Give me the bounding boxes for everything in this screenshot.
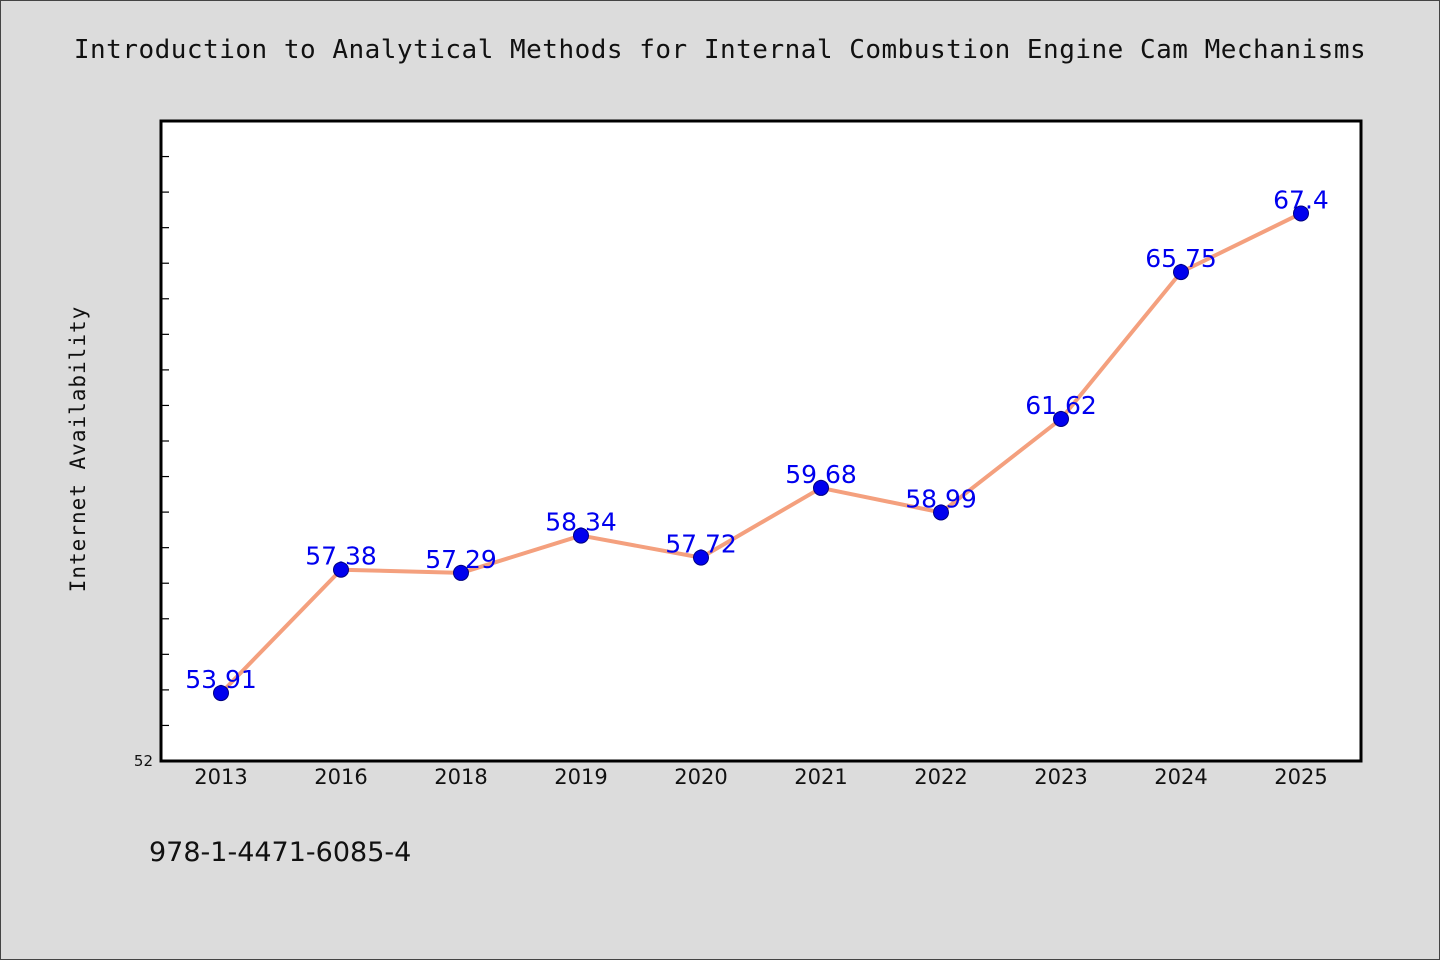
x-tick-label: 2024 — [1154, 765, 1207, 789]
data-point — [813, 479, 829, 496]
chart-title: Introduction to Analytical Methods for I… — [73, 35, 1367, 65]
data-point — [213, 685, 229, 702]
x-tick-label: 2023 — [1034, 765, 1087, 789]
x-tick-label: 2018 — [434, 765, 487, 789]
data-point — [573, 527, 589, 544]
data-point — [453, 564, 469, 581]
plot-area — [159, 119, 1363, 763]
isbn-text: 978-1-4471-6085-4 — [149, 837, 412, 868]
x-tick-label: 2025 — [1274, 765, 1327, 789]
y-axis-label: Internet Availability — [66, 306, 90, 593]
data-markers — [213, 205, 1309, 702]
x-tick-label: 2019 — [554, 765, 607, 789]
data-point — [693, 549, 709, 566]
x-tick-label: 2016 — [314, 765, 367, 789]
data-point — [933, 504, 949, 521]
data-point — [333, 561, 349, 578]
series-line — [219, 211, 1302, 695]
x-tick-label: 2022 — [914, 765, 967, 789]
y-tick-label: 52 — [134, 752, 153, 770]
data-point — [1053, 410, 1069, 427]
x-tick-label: 2020 — [674, 765, 727, 789]
data-point — [1173, 264, 1189, 281]
x-axis: 2013 2016 2018 2019 2020 2021 2022 2023 2024 2025 — [194, 765, 1327, 789]
data-point — [1293, 205, 1309, 222]
x-tick-label: 2021 — [794, 765, 847, 789]
y-axis: 52 — [134, 120, 169, 770]
x-tick-label: 2013 — [194, 765, 247, 789]
